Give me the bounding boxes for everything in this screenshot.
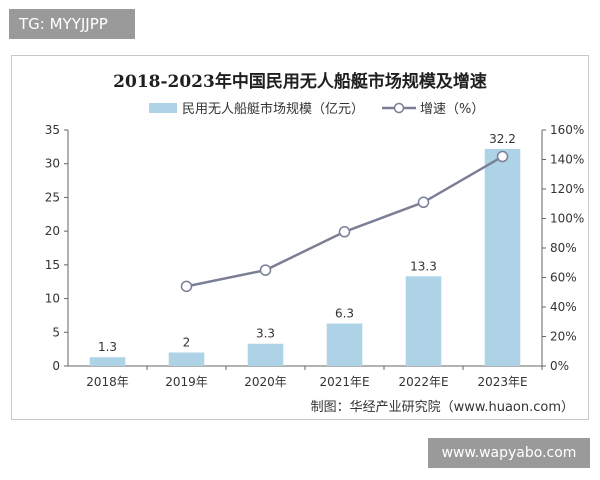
bar-value-label: 3.3 (256, 327, 275, 341)
bar (484, 148, 521, 366)
y-right-tick-label: 80% (550, 241, 577, 255)
x-tick-label: 2022年E (398, 375, 448, 389)
bar-value-label: 32.2 (489, 132, 516, 146)
chart: 2018-2023年中国民用无人船艇市场规模及增速 民用无人船艇市场规模（亿元）… (45, 71, 585, 415)
chart-title: 2018-2023年中国民用无人船艇市场规模及增速 (113, 71, 487, 92)
plot-area: 0 5 10 15 20 25 30 35 0% 20% 40% 60% 80% 100% 120% 140%… (45, 123, 585, 389)
legend-bar-label: 民用无人船艇市场规模（亿元） (182, 101, 364, 117)
y-right-tick-label: 60% (550, 271, 577, 285)
bar (326, 323, 363, 366)
y-left-tick-label: 20 (45, 224, 60, 238)
bar-value-label: 13.3 (410, 259, 437, 273)
y-left-tick-label: 25 (45, 190, 60, 204)
bar (168, 352, 205, 366)
growth-point (338, 226, 351, 238)
chart-card: 2018-2023年中国民用无人船艇市场规模及增速 民用无人船艇市场规模（亿元）… (11, 55, 589, 420)
y-right-tick-label: 120% (550, 182, 584, 196)
x-tick-label: 2021年E (319, 375, 369, 389)
growth-point (417, 196, 430, 209)
bar-value-label: 6.3 (335, 307, 354, 321)
x-tick-label: 2020年 (244, 375, 287, 389)
growth-point (259, 264, 272, 276)
y-left-tick-label: 0 (52, 359, 60, 373)
y-left-tick-label: 10 (45, 292, 60, 306)
y-right-tick-label: 140% (550, 153, 584, 167)
legend-line-marker (393, 102, 405, 114)
bar (89, 357, 126, 366)
bar-value-label: 1.3 (98, 340, 117, 354)
source-note: 制图：华经产业研究院（www.huaon.com） (311, 400, 574, 415)
growth-point (496, 150, 509, 163)
legend-bar-swatch (149, 103, 177, 113)
growth-line (186, 155, 504, 288)
y-left-tick-label: 15 (45, 258, 60, 272)
y-right-tick-label: 0% (550, 359, 569, 373)
x-tick-label: 2018年 (86, 375, 129, 389)
y-left-tick-label: 5 (52, 325, 60, 339)
y-right-tick-label: 40% (550, 300, 577, 314)
watermark-bottom: www.wapyabo.com (428, 438, 590, 468)
y-left-tick-label: 30 (45, 157, 60, 171)
x-tick-label: 2023年E (477, 375, 527, 389)
bar (247, 343, 284, 366)
x-tick-label: 2019年 (165, 375, 208, 389)
watermark-top: TG: MYYJJPP (9, 9, 135, 39)
y-right-tick-label: 20% (550, 330, 577, 344)
growth-point (180, 280, 193, 293)
legend-line-label: 增速（%） (420, 102, 484, 117)
bar-value-label: 2 (183, 336, 191, 350)
y-left-tick-label: 35 (45, 123, 60, 137)
y-right-tick-label: 100% (550, 212, 584, 226)
y-right-tick-label: 160% (550, 123, 584, 137)
bar (405, 276, 442, 366)
